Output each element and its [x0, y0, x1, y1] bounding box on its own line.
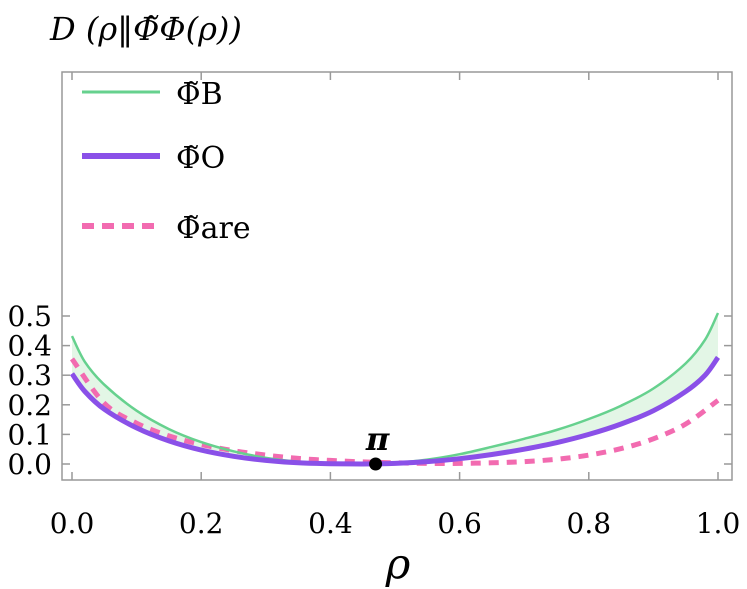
x-tick-label: 0.4 — [308, 507, 353, 540]
legend: Φ̃B Φ̃O Φ̃are — [82, 77, 251, 246]
pi-point-label: π — [365, 420, 390, 458]
y-tick-label: 0.0 — [7, 448, 52, 481]
y-tick-labels: 0.0 0.1 0.2 0.3 0.4 0.5 — [7, 300, 52, 481]
pi-point-marker — [369, 457, 383, 471]
legend-label-phi-are: Φ̃are — [176, 211, 251, 246]
tick-marks — [62, 72, 732, 480]
x-tick-label: 1.0 — [696, 507, 741, 540]
x-tick-label: 0.0 — [50, 507, 95, 540]
x-tick-label: 0.8 — [567, 507, 612, 540]
plot-frame — [61, 71, 733, 481]
series-layer — [69, 312, 721, 467]
y-tick-label: 0.4 — [7, 330, 52, 363]
legend-label-phi-b: Φ̃B — [176, 77, 223, 112]
y-tick-label: 0.5 — [7, 300, 52, 333]
legend-label-phi-o: Φ̃O — [176, 141, 225, 176]
y-axis-title: D (ρ‖Φ̃Φ(ρ)) — [49, 10, 242, 48]
x-tick-label: 0.2 — [179, 507, 224, 540]
x-tick-labels: 0.0 0.2 0.4 0.6 0.8 1.0 — [50, 507, 741, 540]
x-axis-title: ρ — [385, 539, 411, 588]
annotation-layer: π — [365, 420, 390, 471]
y-tick-label: 0.2 — [7, 389, 52, 422]
y-tick-label: 0.3 — [7, 359, 52, 392]
series-line-phi-o — [69, 355, 721, 467]
y-tick-label: 0.1 — [7, 418, 52, 451]
x-tick-label: 0.6 — [437, 507, 482, 540]
